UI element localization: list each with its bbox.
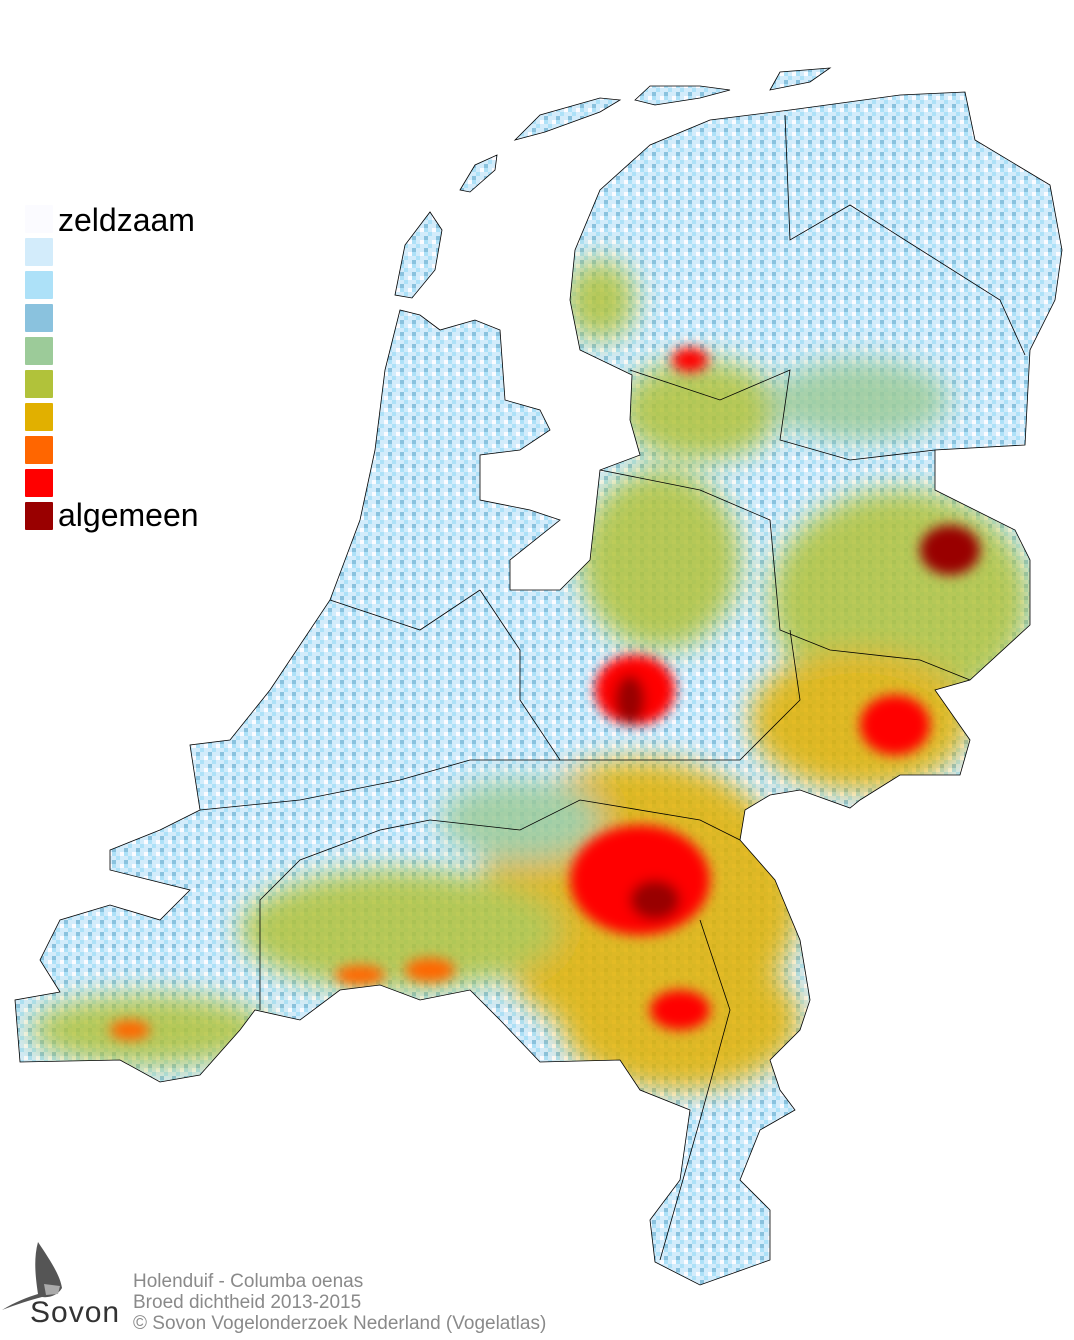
caption-period: Broed dichtheid 2013-2015 [133,1292,362,1313]
caption-species: Holenduif - Columba oenas [133,1271,364,1292]
sovon-swallow-logo [2,1242,62,1310]
legend-swatch-5 [25,337,53,365]
map-caption: Holenduif - Columba oenas Broed dichthei… [133,1271,546,1334]
legend-high-label: algemeen [58,497,199,533]
legend-swatch-10 [25,502,53,530]
legend-low-label: zeldzaam [58,202,195,238]
legend-swatch-1 [25,205,53,233]
legend-swatch-8 [25,436,53,464]
legend-swatch-4 [25,304,53,332]
legend-swatch-6 [25,370,53,398]
logo-text: Sovon [30,1296,121,1329]
legend-swatch-9 [25,469,53,497]
province-borders [199,114,1026,1261]
legend-swatch-7 [25,403,53,431]
caption-copyright: © Sovon Vogelonderzoek Nederland (Vogela… [133,1313,547,1334]
legend-swatch-3 [25,271,53,299]
legend-swatch-2 [25,238,53,266]
